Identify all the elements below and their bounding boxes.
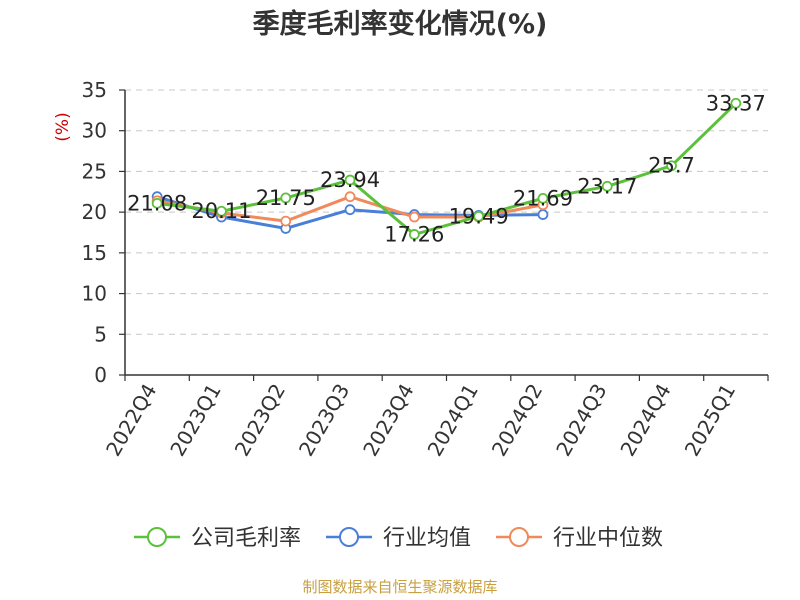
y-tick-label: 5	[94, 322, 107, 346]
data-label: 23.17	[577, 174, 637, 198]
data-point[interactable]	[666, 160, 677, 172]
x-tick-label: 2024Q2	[487, 380, 547, 461]
legend-marker	[339, 527, 359, 547]
data-point[interactable]	[216, 205, 227, 217]
x-tick-label: 2024Q3	[551, 380, 611, 461]
y-tick-label: 25	[82, 159, 107, 183]
data-point[interactable]	[601, 180, 613, 192]
y-tick-label: 15	[82, 241, 107, 265]
y-tick-label: 20	[82, 200, 107, 224]
data-label: 19.49	[449, 204, 509, 228]
chart-title: 季度毛利率变化情况(%)	[253, 8, 548, 40]
series-line-0	[156, 102, 737, 236]
data-label: 33.37	[706, 91, 766, 115]
data-point[interactable]	[537, 192, 549, 204]
data-point[interactable]	[344, 191, 356, 203]
data-point[interactable]	[344, 174, 356, 186]
legend-label: 行业均值	[383, 526, 471, 551]
x-tick-label: 2025Q1	[680, 380, 740, 461]
data-point[interactable]	[280, 192, 292, 204]
legend[interactable]: 公司毛利率 行业均值 行业中位数	[134, 526, 663, 551]
legend-item-1[interactable]: 行业均值	[326, 526, 471, 551]
y-tick-label: 0	[94, 363, 107, 387]
data-label: 21.75	[256, 186, 316, 210]
data-point[interactable]	[537, 209, 549, 220]
data-label: 20.11	[191, 199, 251, 223]
data-label: 25.7	[648, 154, 695, 178]
data-point[interactable]	[730, 97, 742, 109]
legend-label: 行业中位数	[553, 526, 663, 551]
legend-marker	[509, 527, 529, 547]
x-tick-label: 2024Q1	[423, 380, 483, 461]
y-tick-label: 10	[82, 282, 107, 306]
y-tick-label: 30	[82, 119, 107, 143]
data-label: 23.94	[320, 168, 380, 192]
data-point[interactable]	[473, 210, 485, 222]
x-tick-label: 2023Q3	[294, 380, 354, 461]
series-area	[151, 97, 742, 240]
data-label: 17.26	[384, 222, 444, 246]
data-point[interactable]	[280, 215, 292, 227]
data-point[interactable]	[151, 197, 163, 209]
x-tick-label: 2023Q1	[165, 380, 225, 461]
grid	[125, 89, 768, 335]
y-axis-unit: (%)	[53, 112, 73, 141]
source-note: 制图数据来自恒生聚源数据库	[302, 578, 497, 596]
y-tick-label: 35	[82, 78, 107, 102]
data-point[interactable]	[408, 229, 420, 240]
x-tick-label: 2023Q4	[358, 380, 418, 461]
x-tick-label: 2022Q4	[101, 380, 161, 461]
x-tick-label: 2024Q4	[615, 380, 675, 461]
data-point[interactable]	[344, 204, 356, 216]
legend-marker	[147, 527, 167, 547]
legend-item-2[interactable]: 行业中位数	[496, 526, 663, 551]
x-tick-label: 2023Q2	[230, 380, 290, 461]
data-label: 21.69	[513, 186, 573, 210]
legend-item-0[interactable]: 公司毛利率	[134, 526, 301, 551]
data-label: 21.08	[127, 191, 187, 215]
legend-label: 公司毛利率	[191, 526, 301, 551]
data-point[interactable]	[408, 211, 420, 223]
